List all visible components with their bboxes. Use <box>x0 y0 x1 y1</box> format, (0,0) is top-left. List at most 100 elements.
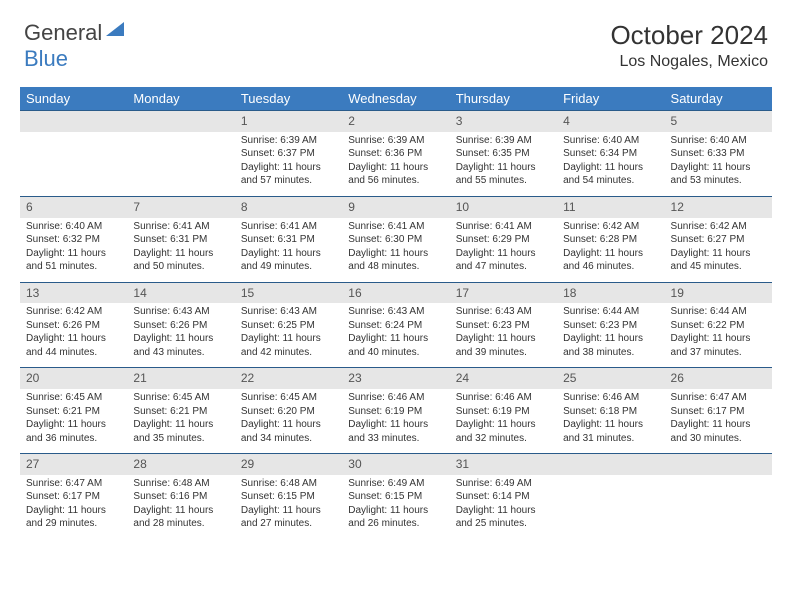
title-block: October 2024 Los Nogales, Mexico <box>610 20 768 71</box>
day-number: 30 <box>342 454 449 475</box>
calendar-cell: . <box>20 111 127 197</box>
day-number: . <box>665 454 772 475</box>
day-content: Sunrise: 6:46 AMSunset: 6:19 PMDaylight:… <box>342 389 449 453</box>
day-number: 10 <box>450 197 557 218</box>
triangle-icon <box>106 22 124 36</box>
day-content: Sunrise: 6:49 AMSunset: 6:14 PMDaylight:… <box>450 475 557 539</box>
day-content: Sunrise: 6:39 AMSunset: 6:35 PMDaylight:… <box>450 132 557 196</box>
day-content: Sunrise: 6:40 AMSunset: 6:33 PMDaylight:… <box>665 132 772 196</box>
weekday-sunday: Sunday <box>20 87 127 111</box>
header: General October 2024 Los Nogales, Mexico <box>20 20 772 71</box>
calendar-table: Sunday Monday Tuesday Wednesday Thursday… <box>20 87 772 539</box>
week-row: 20Sunrise: 6:45 AMSunset: 6:21 PMDayligh… <box>20 368 772 454</box>
calendar-cell: 28Sunrise: 6:48 AMSunset: 6:16 PMDayligh… <box>127 454 234 539</box>
day-number: 31 <box>450 454 557 475</box>
day-number: 28 <box>127 454 234 475</box>
day-number: 1 <box>235 111 342 132</box>
calendar-cell: 19Sunrise: 6:44 AMSunset: 6:22 PMDayligh… <box>665 282 772 368</box>
day-number: 4 <box>557 111 664 132</box>
day-number: 19 <box>665 283 772 304</box>
day-number: 7 <box>127 197 234 218</box>
calendar-cell: 5Sunrise: 6:40 AMSunset: 6:33 PMDaylight… <box>665 111 772 197</box>
day-number: 15 <box>235 283 342 304</box>
calendar-body: ..1Sunrise: 6:39 AMSunset: 6:37 PMDaylig… <box>20 111 772 539</box>
calendar-cell: 20Sunrise: 6:45 AMSunset: 6:21 PMDayligh… <box>20 368 127 454</box>
day-content: Sunrise: 6:43 AMSunset: 6:23 PMDaylight:… <box>450 303 557 367</box>
calendar-cell: 13Sunrise: 6:42 AMSunset: 6:26 PMDayligh… <box>20 282 127 368</box>
calendar-cell: 24Sunrise: 6:46 AMSunset: 6:19 PMDayligh… <box>450 368 557 454</box>
calendar-cell: 8Sunrise: 6:41 AMSunset: 6:31 PMDaylight… <box>235 196 342 282</box>
day-number: 12 <box>665 197 772 218</box>
day-number: 20 <box>20 368 127 389</box>
calendar-cell: . <box>127 111 234 197</box>
day-number: 3 <box>450 111 557 132</box>
calendar-cell: 29Sunrise: 6:48 AMSunset: 6:15 PMDayligh… <box>235 454 342 539</box>
day-number: 29 <box>235 454 342 475</box>
day-content: Sunrise: 6:44 AMSunset: 6:23 PMDaylight:… <box>557 303 664 367</box>
calendar-cell: . <box>665 454 772 539</box>
weekday-saturday: Saturday <box>665 87 772 111</box>
calendar-cell: 27Sunrise: 6:47 AMSunset: 6:17 PMDayligh… <box>20 454 127 539</box>
day-number: 26 <box>665 368 772 389</box>
weekday-monday: Monday <box>127 87 234 111</box>
day-content: Sunrise: 6:41 AMSunset: 6:31 PMDaylight:… <box>235 218 342 282</box>
day-number: 17 <box>450 283 557 304</box>
day-number: 6 <box>20 197 127 218</box>
day-number: 14 <box>127 283 234 304</box>
calendar-cell: 26Sunrise: 6:47 AMSunset: 6:17 PMDayligh… <box>665 368 772 454</box>
day-content: Sunrise: 6:45 AMSunset: 6:21 PMDaylight:… <box>20 389 127 453</box>
calendar-cell: 30Sunrise: 6:49 AMSunset: 6:15 PMDayligh… <box>342 454 449 539</box>
day-number: 18 <box>557 283 664 304</box>
calendar-cell: 2Sunrise: 6:39 AMSunset: 6:36 PMDaylight… <box>342 111 449 197</box>
day-number: . <box>557 454 664 475</box>
calendar-cell: 22Sunrise: 6:45 AMSunset: 6:20 PMDayligh… <box>235 368 342 454</box>
calendar-cell: 12Sunrise: 6:42 AMSunset: 6:27 PMDayligh… <box>665 196 772 282</box>
day-number: 2 <box>342 111 449 132</box>
day-number: 8 <box>235 197 342 218</box>
calendar-cell: 17Sunrise: 6:43 AMSunset: 6:23 PMDayligh… <box>450 282 557 368</box>
calendar-cell: 21Sunrise: 6:45 AMSunset: 6:21 PMDayligh… <box>127 368 234 454</box>
day-content: Sunrise: 6:43 AMSunset: 6:26 PMDaylight:… <box>127 303 234 367</box>
day-content: Sunrise: 6:42 AMSunset: 6:27 PMDaylight:… <box>665 218 772 282</box>
calendar-cell: 23Sunrise: 6:46 AMSunset: 6:19 PMDayligh… <box>342 368 449 454</box>
day-number: 24 <box>450 368 557 389</box>
weekday-tuesday: Tuesday <box>235 87 342 111</box>
calendar-cell: 11Sunrise: 6:42 AMSunset: 6:28 PMDayligh… <box>557 196 664 282</box>
week-row: 13Sunrise: 6:42 AMSunset: 6:26 PMDayligh… <box>20 282 772 368</box>
day-content: Sunrise: 6:39 AMSunset: 6:37 PMDaylight:… <box>235 132 342 196</box>
day-content: Sunrise: 6:41 AMSunset: 6:29 PMDaylight:… <box>450 218 557 282</box>
calendar-cell: 25Sunrise: 6:46 AMSunset: 6:18 PMDayligh… <box>557 368 664 454</box>
day-content: Sunrise: 6:48 AMSunset: 6:15 PMDaylight:… <box>235 475 342 539</box>
day-content: Sunrise: 6:40 AMSunset: 6:32 PMDaylight:… <box>20 218 127 282</box>
day-number: 13 <box>20 283 127 304</box>
weekday-header-row: Sunday Monday Tuesday Wednesday Thursday… <box>20 87 772 111</box>
week-row: 27Sunrise: 6:47 AMSunset: 6:17 PMDayligh… <box>20 454 772 539</box>
calendar-cell: 1Sunrise: 6:39 AMSunset: 6:37 PMDaylight… <box>235 111 342 197</box>
brand-part2: Blue <box>24 46 68 72</box>
calendar-cell: 14Sunrise: 6:43 AMSunset: 6:26 PMDayligh… <box>127 282 234 368</box>
weekday-thursday: Thursday <box>450 87 557 111</box>
calendar-cell: 18Sunrise: 6:44 AMSunset: 6:23 PMDayligh… <box>557 282 664 368</box>
day-content: Sunrise: 6:41 AMSunset: 6:31 PMDaylight:… <box>127 218 234 282</box>
day-content: Sunrise: 6:46 AMSunset: 6:19 PMDaylight:… <box>450 389 557 453</box>
day-content: Sunrise: 6:43 AMSunset: 6:24 PMDaylight:… <box>342 303 449 367</box>
calendar-cell: 6Sunrise: 6:40 AMSunset: 6:32 PMDaylight… <box>20 196 127 282</box>
day-content: Sunrise: 6:39 AMSunset: 6:36 PMDaylight:… <box>342 132 449 196</box>
page-title-location: Los Nogales, Mexico <box>610 53 768 71</box>
day-content: Sunrise: 6:47 AMSunset: 6:17 PMDaylight:… <box>20 475 127 539</box>
week-row: ..1Sunrise: 6:39 AMSunset: 6:37 PMDaylig… <box>20 111 772 197</box>
calendar-cell: 4Sunrise: 6:40 AMSunset: 6:34 PMDaylight… <box>557 111 664 197</box>
day-content: Sunrise: 6:48 AMSunset: 6:16 PMDaylight:… <box>127 475 234 539</box>
day-number: 25 <box>557 368 664 389</box>
day-content: Sunrise: 6:41 AMSunset: 6:30 PMDaylight:… <box>342 218 449 282</box>
day-number: 21 <box>127 368 234 389</box>
day-content: Sunrise: 6:40 AMSunset: 6:34 PMDaylight:… <box>557 132 664 196</box>
calendar-cell: 3Sunrise: 6:39 AMSunset: 6:35 PMDaylight… <box>450 111 557 197</box>
day-content: Sunrise: 6:42 AMSunset: 6:26 PMDaylight:… <box>20 303 127 367</box>
day-content: Sunrise: 6:45 AMSunset: 6:21 PMDaylight:… <box>127 389 234 453</box>
day-content: Sunrise: 6:44 AMSunset: 6:22 PMDaylight:… <box>665 303 772 367</box>
calendar-cell: 15Sunrise: 6:43 AMSunset: 6:25 PMDayligh… <box>235 282 342 368</box>
calendar-cell: . <box>557 454 664 539</box>
calendar-cell: 16Sunrise: 6:43 AMSunset: 6:24 PMDayligh… <box>342 282 449 368</box>
day-content: Sunrise: 6:43 AMSunset: 6:25 PMDaylight:… <box>235 303 342 367</box>
